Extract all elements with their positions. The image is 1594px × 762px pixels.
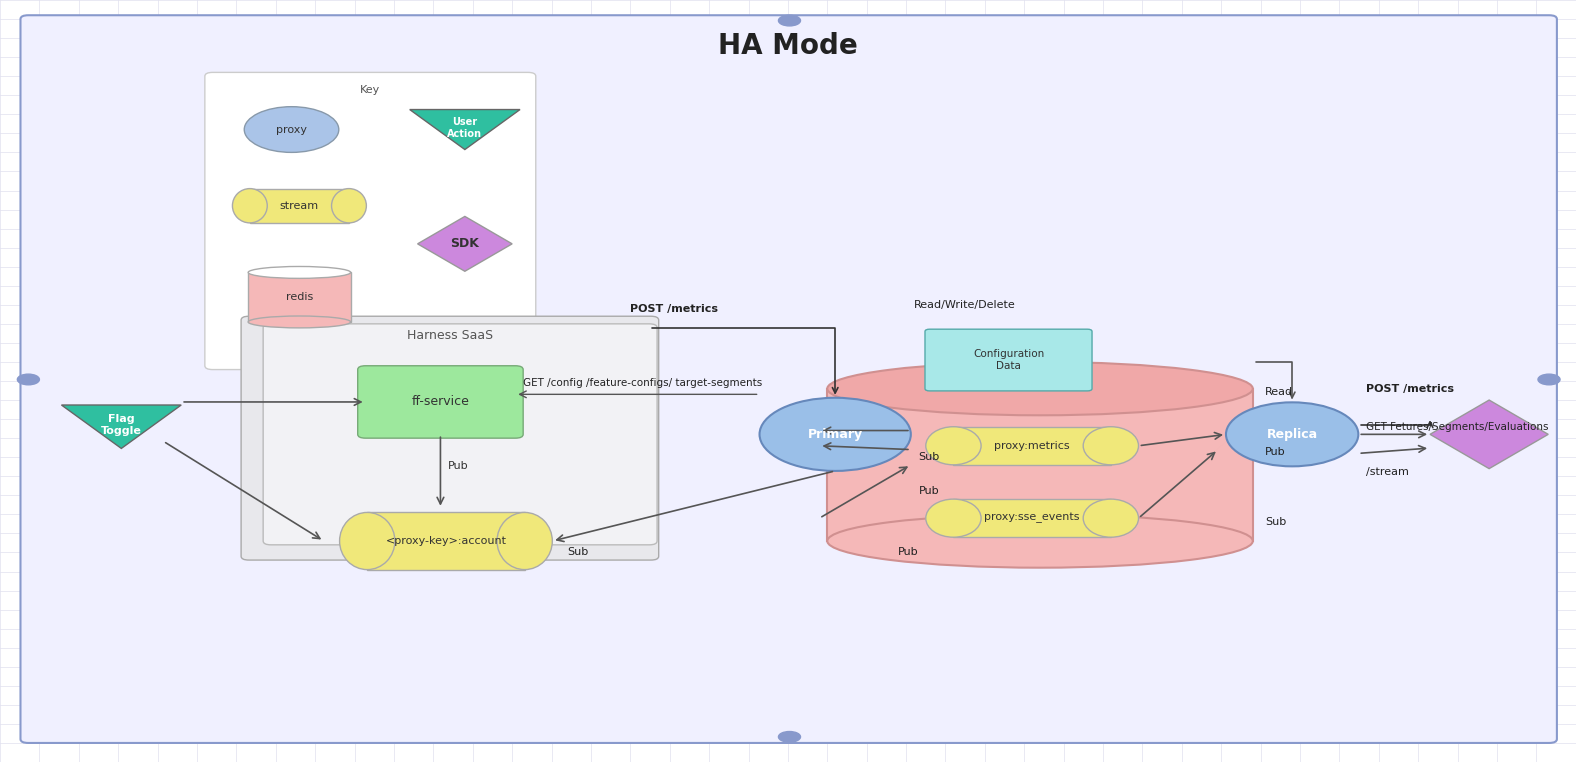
Bar [249, 273, 351, 322]
Text: <proxy-key>:account: <proxy-key>:account [386, 536, 507, 546]
FancyBboxPatch shape [263, 324, 657, 545]
Circle shape [18, 374, 40, 385]
Bar [953, 499, 1111, 537]
Text: proxy:sse_events: proxy:sse_events [985, 513, 1079, 523]
Text: Replica: Replica [1267, 427, 1318, 441]
Text: POST /metrics: POST /metrics [630, 303, 719, 314]
Text: ff-service: ff-service [411, 395, 469, 408]
Bar [250, 189, 349, 223]
Text: proxy: proxy [276, 124, 308, 135]
Ellipse shape [827, 362, 1253, 415]
Text: Flag
Toggle: Flag Toggle [100, 415, 142, 436]
Text: GET /config /feature-configs/ target-segments: GET /config /feature-configs/ target-seg… [523, 378, 762, 388]
Text: GET Fetures/Segments/Evaluations: GET Fetures/Segments/Evaluations [1366, 421, 1549, 432]
Circle shape [778, 732, 800, 742]
FancyBboxPatch shape [206, 72, 536, 370]
Text: HA Mode: HA Mode [717, 32, 858, 59]
Ellipse shape [332, 189, 367, 223]
Text: Sub: Sub [1266, 517, 1286, 527]
Bar [827, 389, 1253, 541]
Bar [953, 427, 1111, 465]
Bar [367, 513, 524, 570]
Polygon shape [418, 216, 512, 271]
Ellipse shape [497, 513, 552, 570]
Text: proxy:metrics: proxy:metrics [995, 440, 1070, 451]
Text: Key: Key [360, 85, 381, 95]
Text: Pub: Pub [897, 547, 918, 558]
Text: Sub: Sub [918, 452, 940, 463]
Text: Sub: Sub [567, 547, 588, 558]
Text: Configuration
Data: Configuration Data [972, 349, 1044, 371]
Circle shape [244, 107, 340, 152]
Text: POST /metrics: POST /metrics [1366, 383, 1454, 394]
Ellipse shape [1084, 427, 1138, 465]
FancyBboxPatch shape [241, 316, 658, 560]
Text: SDK: SDK [451, 237, 480, 251]
Text: redis: redis [285, 292, 312, 303]
Ellipse shape [926, 427, 980, 465]
Polygon shape [1430, 400, 1548, 469]
FancyBboxPatch shape [357, 366, 523, 438]
Text: Primary: Primary [808, 427, 862, 441]
Text: Pub: Pub [1266, 447, 1286, 457]
Circle shape [778, 15, 800, 26]
FancyBboxPatch shape [925, 329, 1092, 391]
Ellipse shape [340, 513, 395, 570]
Text: Harness SaaS: Harness SaaS [406, 329, 493, 342]
Polygon shape [62, 405, 182, 448]
Polygon shape [410, 110, 520, 149]
Text: User
Action: User Action [448, 117, 483, 139]
FancyBboxPatch shape [21, 15, 1557, 743]
Ellipse shape [233, 189, 268, 223]
Ellipse shape [1084, 499, 1138, 537]
Text: Read: Read [1266, 387, 1293, 398]
Ellipse shape [249, 267, 351, 278]
Text: Pub: Pub [448, 461, 469, 471]
Text: stream: stream [281, 200, 319, 211]
Circle shape [759, 398, 910, 471]
Ellipse shape [827, 514, 1253, 568]
Ellipse shape [249, 316, 351, 328]
Circle shape [1538, 374, 1561, 385]
Text: Read/Write/Delete: Read/Write/Delete [913, 299, 1015, 310]
Text: /stream: /stream [1366, 467, 1409, 478]
Ellipse shape [926, 499, 980, 537]
Circle shape [1226, 402, 1358, 466]
Text: Pub: Pub [918, 486, 939, 497]
